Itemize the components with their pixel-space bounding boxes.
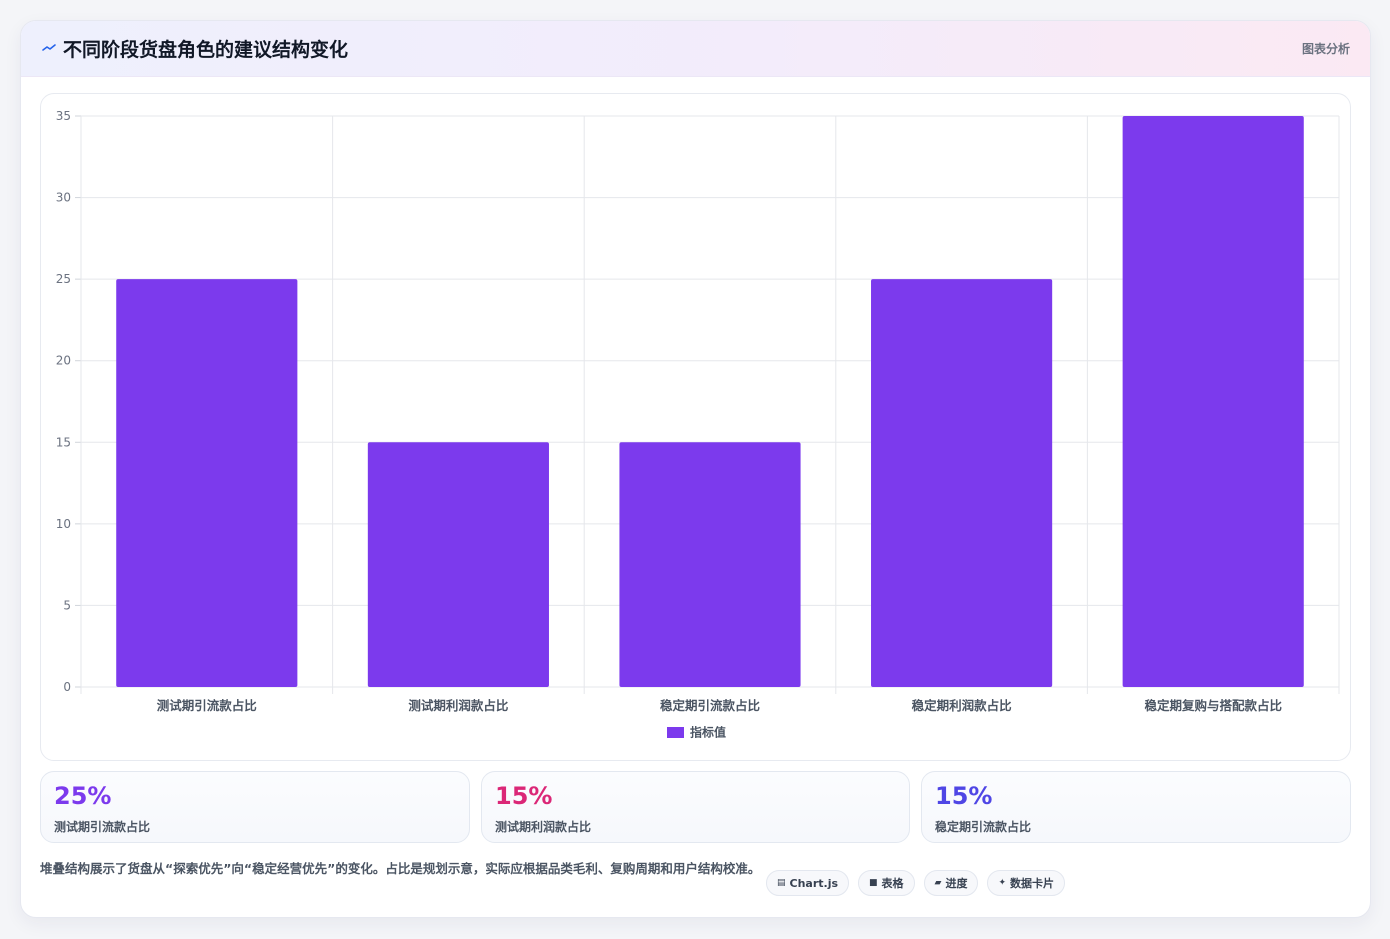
stat-card-1: 25% 测试期引流款占比 — [40, 771, 470, 843]
legend-swatch — [667, 727, 684, 738]
x-tick-label: 稳定期复购与搭配款占比 — [1144, 698, 1282, 713]
chart-card: 不同阶段货盘角色的建议结构变化 图表分析 0 5 10 15 20 25 30 35 测试期引流… — [20, 20, 1371, 918]
grid-icon: ■ — [869, 878, 878, 888]
table-icon: ▤ — [777, 878, 786, 888]
stat-label: 稳定期引流款占比 — [935, 820, 1032, 834]
y-tick-label: 30 — [56, 191, 71, 205]
y-tick-label: 25 — [56, 272, 71, 286]
bar-chart: 0 5 10 15 20 25 30 35 测试期引流款占比 测试期利润款占比 稳定期引流款占比 稳定… — [56, 109, 1340, 740]
chip-table[interactable]: ■ 表格 — [858, 870, 915, 896]
y-tick-label: 10 — [56, 517, 71, 531]
legend-label: 指标值 — [690, 725, 726, 740]
chip-progress[interactable]: ▰ 进度 — [923, 870, 979, 896]
bar — [619, 442, 801, 687]
y-tick-label: 5 — [63, 598, 71, 612]
chip-label: 进度 — [945, 877, 968, 890]
chip-label: Chart.js — [789, 876, 839, 890]
chip-chartjs[interactable]: ▤ Chart.js — [766, 870, 850, 896]
y-tick-label: 35 — [56, 109, 71, 123]
card-header: 不同阶段货盘角色的建议结构变化 图表分析 — [21, 21, 1370, 77]
feature-chips: ▤ Chart.js ■ 表格 ▰ 进度 ✦ 数据卡片 — [766, 870, 1066, 896]
bar — [116, 279, 298, 687]
page-title: 不同阶段货盘角色的建议结构变化 — [63, 39, 349, 61]
stat-card-3: 15% 稳定期引流款占比 — [921, 771, 1351, 843]
chip-data-card[interactable]: ✦ 数据卡片 — [987, 870, 1066, 896]
bar — [871, 279, 1053, 687]
chart-note: 堆叠结构展示了货盘从“探索优先”向“稳定经营优先”的变化。占比是规划示意，实际应… — [40, 861, 761, 876]
y-tick-label: 15 — [56, 435, 71, 449]
x-tick-label: 稳定期利润款占比 — [912, 698, 1013, 713]
bar — [367, 442, 549, 687]
stat-card-2: 15% 测试期利润款占比 — [481, 771, 910, 843]
x-tick-label: 稳定期引流款占比 — [660, 698, 761, 713]
x-tick-label: 测试期利润款占比 — [408, 698, 509, 713]
progress-icon: ▰ — [934, 878, 942, 888]
chip-label: 表格 — [881, 877, 904, 890]
bar — [1122, 116, 1304, 687]
chart-container: 0 5 10 15 20 25 30 35 测试期引流款占比 测试期利润款占比 稳定期引流款占比 稳定… — [40, 93, 1351, 761]
stat-value: 15% — [495, 782, 553, 810]
y-tick-label: 0 — [63, 680, 71, 694]
x-tick-label: 测试期引流款占比 — [157, 698, 258, 713]
chip-label: 数据卡片 — [1010, 877, 1055, 890]
stat-value: 15% — [935, 782, 993, 810]
sparkle-icon: ✦ — [998, 878, 1007, 888]
stat-value: 25% — [54, 782, 112, 810]
stat-label: 测试期利润款占比 — [495, 820, 592, 834]
trend-line-icon — [42, 44, 56, 51]
stat-label: 测试期引流款占比 — [54, 820, 151, 834]
chart-analysis-tag: 图表分析 — [1301, 42, 1350, 56]
y-tick-label: 20 — [56, 354, 71, 368]
